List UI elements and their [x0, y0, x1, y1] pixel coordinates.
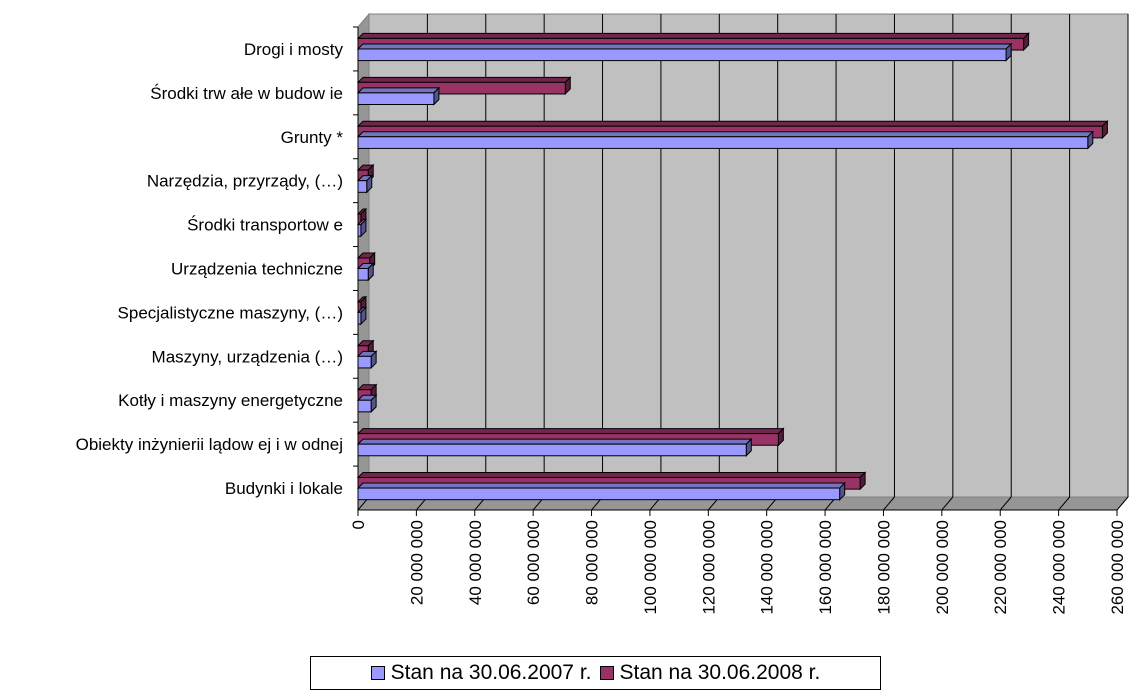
bar-series-1 — [357, 399, 372, 413]
legend-label-series-1: Stan na 30.06.2007 r. — [390, 661, 592, 684]
x-tick-label: 120 000 000 — [699, 520, 718, 615]
x-tick-label: 100 000 000 — [641, 520, 660, 615]
x-tick-label: 220 000 000 — [991, 520, 1010, 615]
x-tick-label: 80 000 000 — [583, 520, 602, 605]
x-tick-label: 180 000 000 — [874, 520, 893, 615]
bar-series-2 — [357, 81, 566, 95]
y-category-label: Maszyny, urządzenia (…) — [152, 347, 343, 366]
y-category-label: Drogi i mosty — [244, 40, 344, 59]
bar-series-1 — [357, 48, 1007, 62]
chart-legend: Stan na 30.06.2007 r. Stan na 30.06.2008… — [310, 656, 881, 690]
bar-top-2 — [356, 76, 572, 83]
x-tick-label: 60 000 000 — [524, 520, 543, 605]
y-category-label: Środki transportow e — [187, 216, 343, 235]
bar-top-1 — [356, 438, 753, 445]
legend-item-series-1: Stan na 30.06.2007 r. — [370, 661, 592, 685]
legend-swatch-series-2 — [599, 666, 614, 680]
x-tick-label: 140 000 000 — [758, 520, 777, 615]
x-tick-label: 240 000 000 — [1050, 520, 1069, 615]
floor-gridline — [999, 496, 1012, 511]
y-category-label: Specjalistyczne maszyny, (…) — [118, 303, 343, 322]
y-category-label: Budynki i lokale — [225, 479, 343, 498]
bar-series-1 — [357, 180, 368, 193]
bar-series-1 — [357, 92, 435, 105]
x-tick-label: 160 000 000 — [816, 520, 835, 615]
bar-series-1 — [357, 224, 362, 237]
floor-gridline — [1058, 496, 1070, 511]
bar-top-1 — [356, 43, 1013, 50]
bar-top-1 — [356, 87, 441, 94]
y-category-label: Grunty * — [281, 128, 344, 147]
y-category-label: Kotły i maszyny energetyczne — [118, 391, 343, 410]
chart: 0 20 000 000 40 000 000 60 000 000 80 000 00… — [76, 12, 1130, 615]
legend-swatch-series-1 — [370, 666, 385, 680]
floor-gridline — [883, 496, 895, 511]
x-tick-label: 200 000 000 — [933, 520, 952, 615]
x-tick-label: 260 000 000 — [1108, 520, 1127, 615]
bar-top-1 — [356, 482, 846, 489]
x-tick-label: 40 000 000 — [466, 520, 485, 605]
legend-item-series-2: Stan na 30.06.2008 r. — [599, 661, 821, 685]
bar-top-2 — [356, 428, 785, 435]
bar-top-2 — [356, 472, 867, 479]
x-tick-label: 0 — [349, 520, 368, 529]
bar-series-1 — [357, 443, 747, 457]
bar-series-1 — [357, 355, 372, 369]
bar-top-2 — [356, 120, 1109, 127]
bar-series-1 — [357, 487, 841, 501]
y-category-label: Środki trw ałe w budow ie — [150, 84, 343, 103]
bar-series-1 — [357, 268, 369, 281]
y-category-label: Obiekty inżynierii lądow ej i w odnej — [76, 435, 343, 454]
floor-gridline — [941, 496, 954, 511]
floor-gridline — [1116, 496, 1129, 511]
y-category-label: Narzędzia, przyrządy, (…) — [147, 172, 343, 191]
bar-series-1 — [357, 136, 1089, 149]
y-category-label: Urządzenia techniczne — [171, 260, 343, 279]
legend-label-series-2: Stan na 30.06.2008 r. — [619, 661, 821, 684]
bar-series-1 — [357, 311, 362, 325]
bar-top-1 — [356, 131, 1095, 138]
x-tick-label: 20 000 000 — [407, 520, 426, 605]
bar-top-2 — [356, 32, 1030, 39]
